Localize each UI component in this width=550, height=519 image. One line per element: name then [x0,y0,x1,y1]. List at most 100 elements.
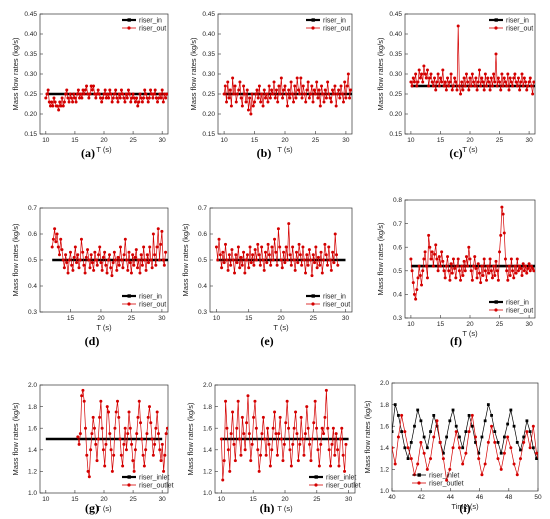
data-point [234,253,238,257]
data-point [266,100,270,104]
data-point [447,269,451,273]
data-point [291,442,295,446]
data-point [428,245,432,249]
data-point [483,269,487,273]
data-point [265,92,269,96]
data-point [97,92,101,96]
data-point [138,271,142,275]
data-point [254,92,258,96]
data-point [535,451,538,455]
data-point [66,96,70,100]
data-point [47,100,51,104]
data-point [83,426,87,430]
data-point [338,96,342,100]
y-tick-label: 0.20 [389,111,402,118]
data-point [449,72,453,76]
y-tick-label: 0.7 [393,221,402,228]
data-point [225,258,229,262]
data-point [528,446,532,450]
data-point [90,261,94,265]
data-point [501,212,505,216]
x-tick-label: 15 [251,137,259,144]
data-point [245,253,249,257]
x-tick-label: 15 [245,315,253,322]
data-point [455,88,459,92]
data-point [283,84,287,88]
data-point [467,245,471,249]
data-point [315,80,319,84]
data-point [467,430,471,434]
data-point [329,100,333,104]
x-tick-label: 44 [447,494,455,501]
data-point [509,408,513,412]
data-point [129,271,133,275]
data-point [52,96,56,100]
data-point [440,250,444,254]
data-point [513,264,517,268]
legend-marker [314,475,318,479]
series-riser-outlet [392,413,538,482]
data-point [96,88,100,92]
y-tick-label: 0.4 [198,283,207,290]
y-tick-label: 0.20 [24,111,37,118]
data-point [293,84,297,88]
data-point [470,413,474,417]
data-point [333,232,337,236]
data-point [129,100,133,104]
data-point [67,258,71,262]
data-point [319,250,323,254]
data-point [231,76,235,80]
data-point [535,457,538,460]
data-point [322,258,326,262]
data-point [531,266,535,270]
data-point [527,80,531,84]
data-point [300,263,304,267]
data-point [448,278,452,282]
data-point [264,453,268,457]
x-tick-label: 46 [476,494,484,501]
x-axis-label: T (s) [462,329,478,338]
data-point [81,250,85,254]
data-point [488,88,492,92]
data-point [320,426,324,430]
data-point [156,432,160,436]
data-point [87,96,91,100]
data-point [333,84,337,88]
data-point [132,263,136,267]
data-point [526,84,530,88]
data-point [516,269,520,273]
data-point [75,261,79,265]
data-point [280,266,284,270]
data-point [441,451,445,455]
data-point [526,266,530,270]
data-point [418,76,422,80]
data-point [490,424,494,428]
data-point [488,257,492,261]
data-point [79,92,83,96]
data-point [477,271,481,275]
data-point [300,96,304,100]
data-point [522,435,526,439]
data-point [520,274,524,278]
data-point [126,432,130,436]
x-tick-label: 20 [100,496,108,503]
data-point [268,464,272,468]
data-point [245,88,249,92]
data-point [496,441,500,444]
data-point [470,278,474,282]
data-point [441,457,445,461]
data-point [123,426,127,430]
data-point [124,92,128,96]
data-point [151,453,155,457]
data-point [153,442,157,446]
data-point [161,100,165,104]
data-point [76,435,80,439]
data-point [310,84,314,88]
data-point [415,84,419,88]
data-point [443,276,447,280]
data-point [157,96,161,100]
data-point [56,245,60,249]
y-tick-label: 2.0 [28,382,37,389]
